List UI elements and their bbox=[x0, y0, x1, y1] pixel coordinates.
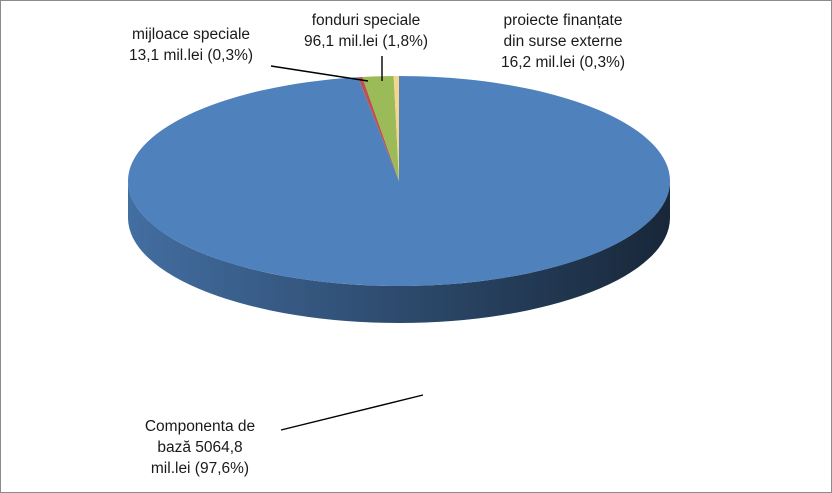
slice-top-1 bbox=[358, 76, 399, 181]
slice-top-0 bbox=[128, 76, 671, 286]
leader-line-1 bbox=[270, 65, 369, 82]
slice-label-0-line-1: bază 5064,8 bbox=[157, 439, 242, 456]
slice-side-0 bbox=[128, 181, 670, 323]
slice-label-1-line-1: 13,1 mil.lei (0,3%) bbox=[129, 47, 253, 64]
slice-label-2-line-1: 96,1 mil.lei (1,8%) bbox=[304, 33, 428, 50]
slice-label-0-line-2: mil.lei (97,6%) bbox=[151, 460, 249, 477]
slice-label-1-line-0: mijloace speciale bbox=[132, 26, 250, 43]
slice-top-2 bbox=[362, 76, 399, 181]
slice-label-3-line-0: proiecte finanțate bbox=[504, 12, 623, 29]
slice-label-3-line-2: 16,2 mil.lei (0,3%) bbox=[501, 54, 625, 71]
slice-top-3 bbox=[393, 76, 399, 181]
slice-label-0-line-0: Componenta de bbox=[145, 418, 255, 435]
slice-label-3-line-1: din surse externe bbox=[504, 33, 623, 50]
leader-line-0 bbox=[280, 394, 424, 431]
slice-label-2-line-0: fonduri speciale bbox=[312, 12, 421, 29]
